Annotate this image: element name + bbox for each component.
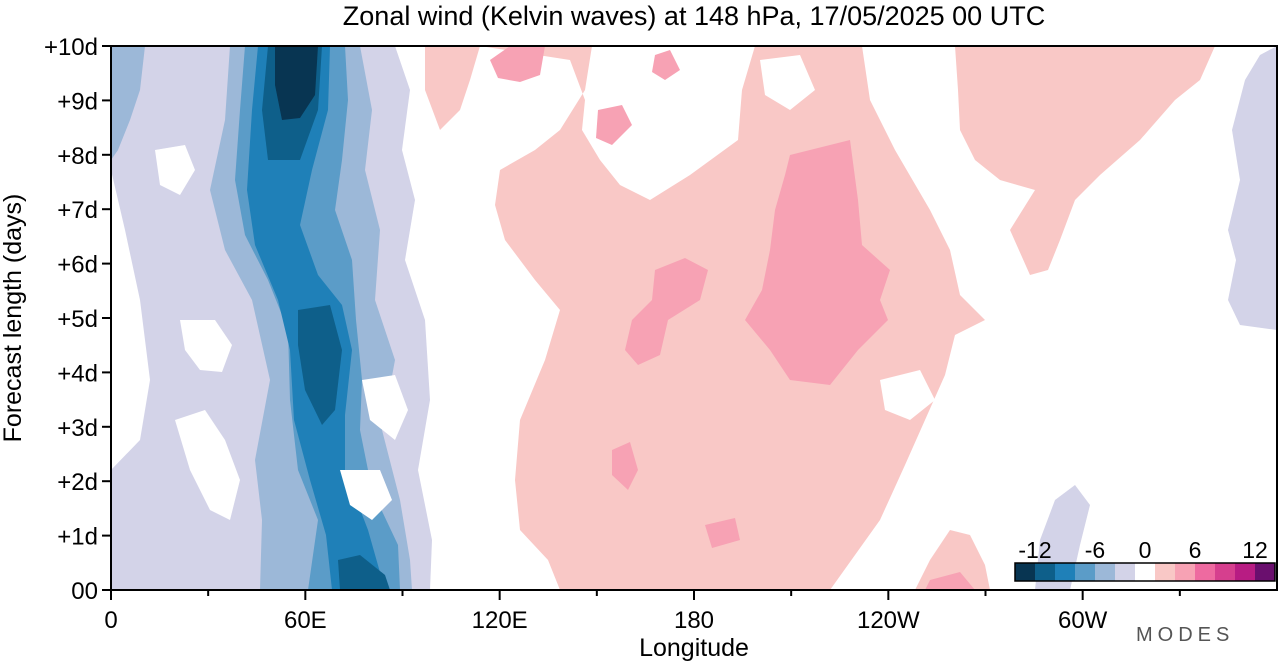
plot-area: [111, 46, 1277, 590]
colorbar-swatch: [1215, 563, 1236, 581]
neutral-patch: [760, 55, 815, 110]
y-tick-label: +9d: [57, 88, 98, 115]
neutral-patch: [180, 320, 232, 372]
y-tick-label: +8d: [57, 143, 98, 170]
y-tick-label: +6d: [57, 252, 98, 279]
y-tick-label: 00: [71, 578, 98, 605]
x-tick-label: 0: [104, 607, 117, 634]
y-axis: 00 +1d +2d +3d +4d +5d +6d +7d +8d +9d +10d: [44, 34, 111, 605]
y-tick-label: +3d: [57, 415, 98, 442]
colorbar-swatch: [1035, 563, 1056, 581]
easterly-contour-minus10-mid: [298, 305, 342, 425]
westerly-contour-4-southeast: [915, 530, 990, 590]
colorbar-swatch: [1055, 563, 1076, 581]
easterly-contour-minus4-west: [111, 46, 145, 160]
y-tick-label: +10d: [44, 34, 98, 61]
x-tick-label: 180: [674, 607, 714, 634]
y-tick-label: +2d: [57, 469, 98, 496]
colorbar-swatch: [1075, 563, 1096, 581]
y-axis-label: Forecast length (days): [0, 194, 27, 443]
westerly-contour-4-northwest: [425, 46, 480, 130]
colorbar-swatch: [1175, 563, 1196, 581]
colorbar-swatch: [1015, 563, 1036, 581]
y-tick-label: +1d: [57, 524, 98, 551]
colorbar-swatch: [1115, 563, 1136, 581]
easterly-contour-minus2-east: [1228, 46, 1277, 330]
westerly-contour-6-north1: [596, 105, 632, 145]
neutral-patch: [340, 470, 392, 520]
colorbar-label: -12: [1018, 537, 1051, 563]
x-axis: 0 60E 120E 180 120W 60W: [104, 590, 1181, 634]
x-tick-label: 120E: [472, 607, 528, 634]
x-tick-label: 60W: [1058, 607, 1108, 634]
westerly-contour-6-southeast: [925, 572, 975, 590]
neutral-patch: [155, 145, 195, 195]
westerly-contour-6-south1: [612, 442, 638, 490]
colorbar-swatch: [1155, 563, 1176, 581]
colorbar-label: -6: [1085, 537, 1105, 563]
neutral-patch: [175, 410, 240, 520]
modes-logo: MODES: [1136, 624, 1235, 646]
westerly-contour-4-main: [480, 46, 985, 590]
colorbar-swatch: [1095, 563, 1116, 581]
y-tick-label: +5d: [57, 306, 98, 333]
colorbar-swatch: [1235, 563, 1256, 581]
neutral-patch: [362, 375, 408, 440]
neutral-patch: [111, 170, 150, 470]
colorbar-swatch: [1135, 563, 1156, 581]
colorbar-frame: [1014, 562, 1276, 582]
westerly-contour-6-north2: [490, 46, 545, 82]
westerly-contour-6-north3: [652, 50, 680, 80]
colorbar-label: 0: [1139, 537, 1152, 563]
colorbar-label: 12: [1242, 537, 1268, 563]
neutral-patches: [111, 55, 935, 520]
x-axis-label: Longitude: [639, 634, 749, 662]
colorbar-swatch: [1195, 563, 1216, 581]
y-tick-label: +7d: [57, 197, 98, 224]
westerly-contour-6-mid: [625, 258, 708, 365]
westerly-contour-4-northeast: [955, 46, 1215, 275]
colorbar-legend: -12 -6 0 6 12: [1014, 537, 1276, 582]
x-tick-label: 60E: [284, 607, 327, 634]
x-tick-label: 120W: [857, 607, 920, 634]
easterly-contour-minus12: [275, 46, 318, 120]
colorbar-label: 6: [1189, 537, 1202, 563]
westerly-contour-6-south2: [705, 518, 740, 548]
chart-title: Zonal wind (Kelvin waves) at 148 hPa, 17…: [343, 1, 1045, 31]
colorbar-swatch: [1255, 563, 1276, 581]
y-tick-label: +4d: [57, 360, 98, 387]
westerly-contour-6-big: [745, 140, 890, 385]
westerly-regions: [425, 46, 1215, 590]
easterly-contour-minus10-low: [338, 555, 390, 590]
neutral-patch: [880, 370, 935, 420]
